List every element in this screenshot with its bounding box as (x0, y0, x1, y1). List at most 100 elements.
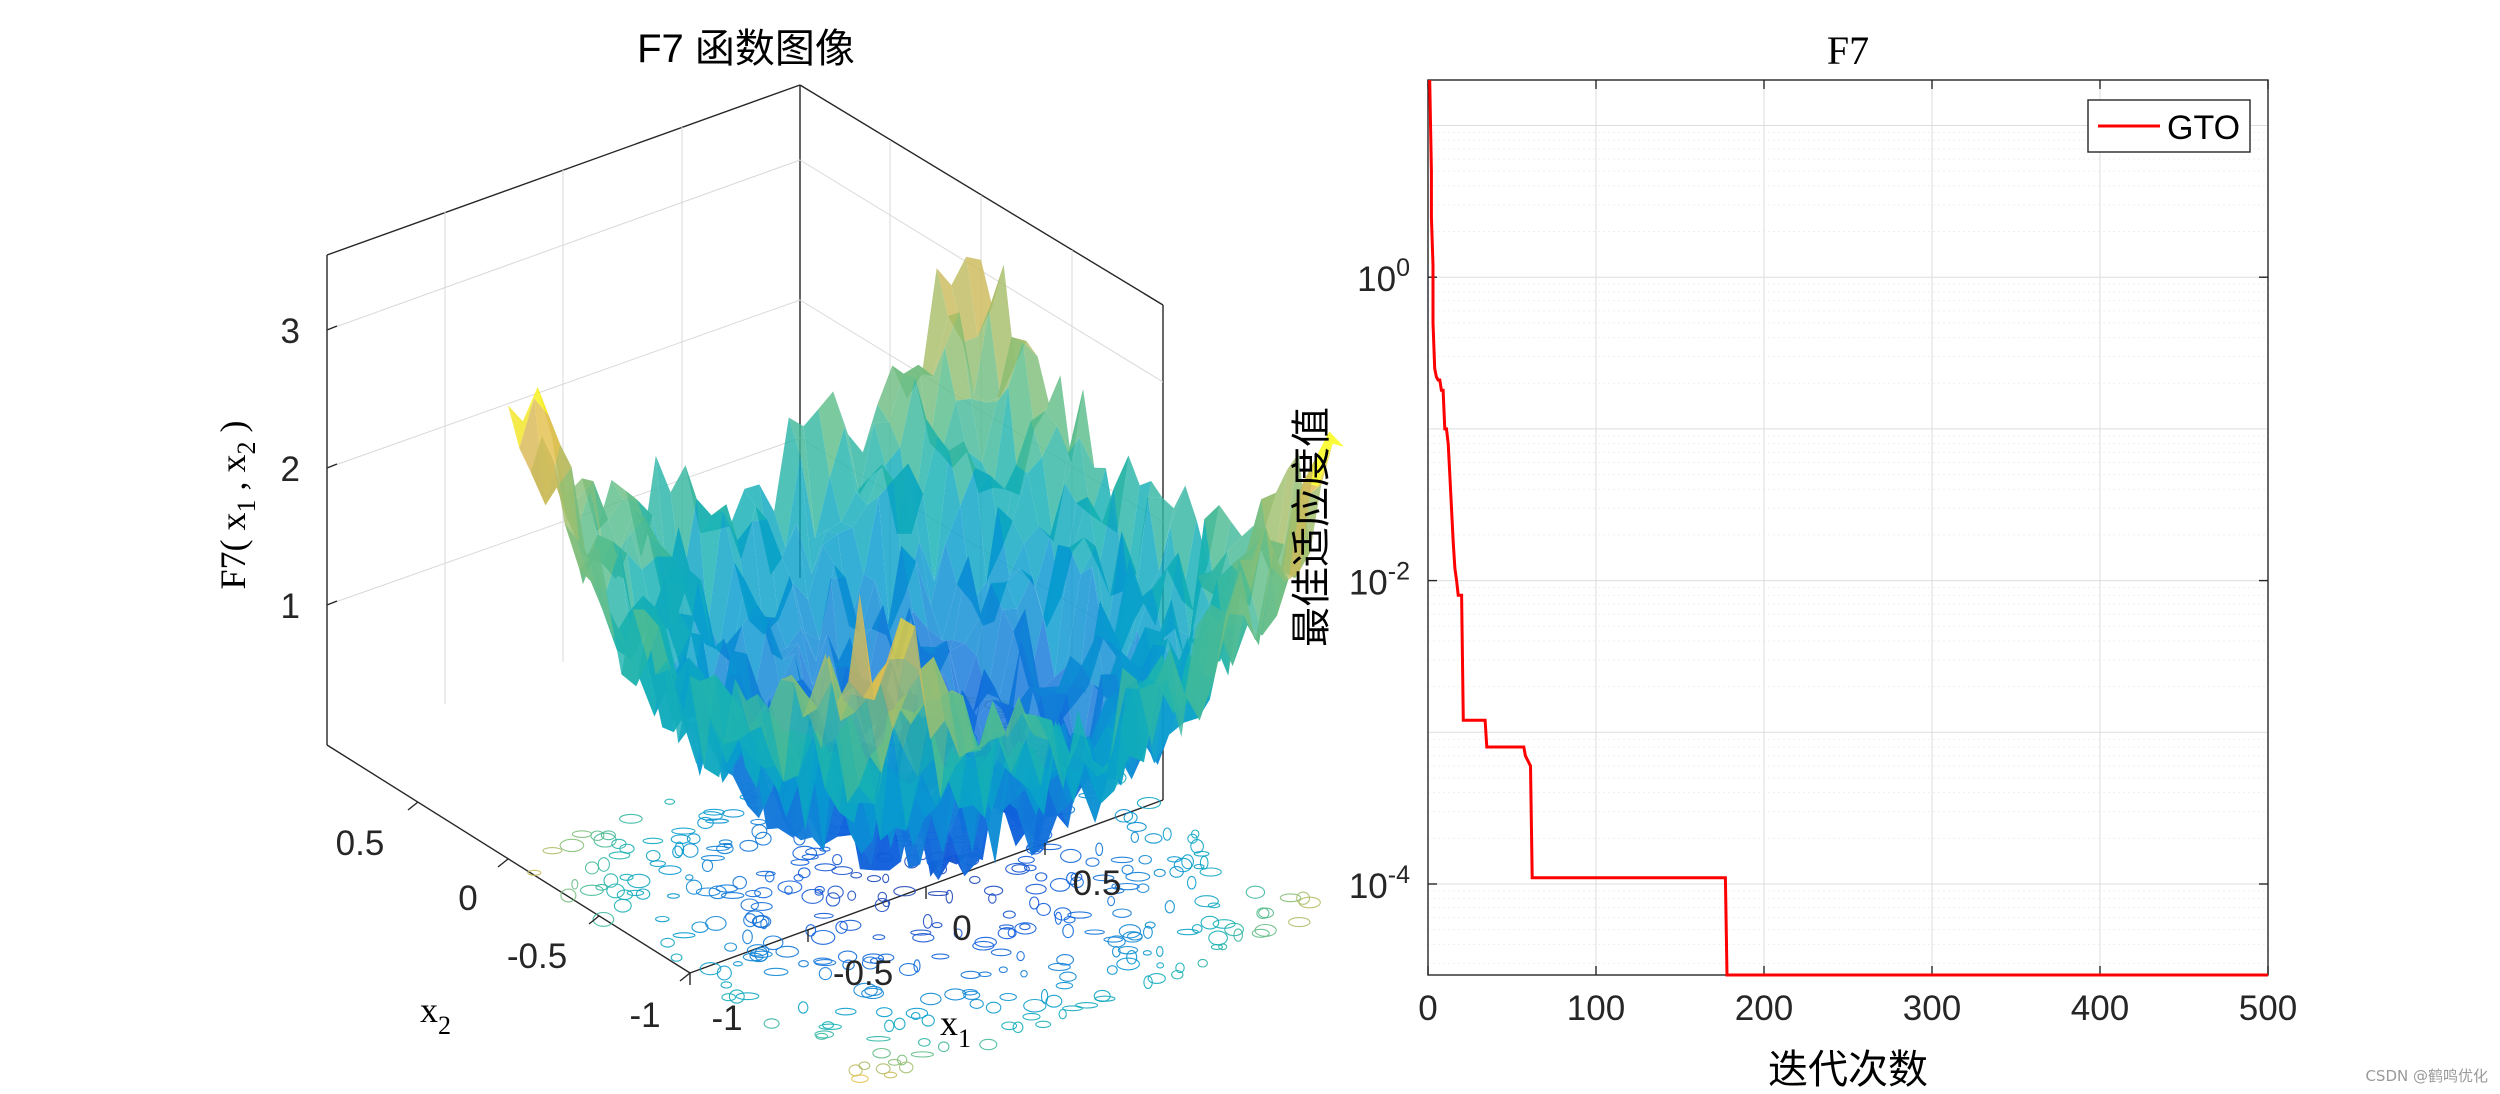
contour-loop (839, 919, 862, 931)
contour-loop (1107, 895, 1116, 907)
contour-loop (883, 1071, 898, 1079)
contour-loop (724, 942, 738, 952)
x1-tick-label-05: 0.5 (1073, 864, 1122, 903)
surface-facet (855, 699, 882, 774)
contour-loop (619, 873, 634, 881)
surface-facet (930, 542, 957, 641)
surface-facet (1055, 656, 1082, 694)
surface-facet (1099, 688, 1126, 805)
y-tick-base-1e-2: 10 (1349, 564, 1388, 603)
contour-loop (1084, 929, 1105, 935)
contour-loop (559, 838, 585, 853)
contour-loop (1070, 872, 1083, 882)
contour-loop (893, 886, 916, 897)
z-tick-label-1: 1 (281, 587, 300, 626)
surface-facet (891, 724, 918, 831)
contour-loop (920, 992, 942, 1006)
surface-facet (843, 700, 870, 787)
contour-loop (750, 950, 773, 958)
surface-facet (817, 655, 844, 709)
surface-facet (1017, 576, 1044, 687)
contour-loop (705, 915, 727, 931)
surface-facet (962, 309, 989, 395)
surface-facet (977, 700, 1004, 750)
surface-facet (826, 522, 853, 534)
contour-loop (974, 936, 997, 948)
contour-loop (732, 961, 743, 967)
contour-loop (754, 831, 772, 846)
surface-facet (896, 669, 923, 725)
contour-loop (1049, 878, 1071, 892)
x-tick-label-0: 0 (1418, 989, 1437, 1028)
surface-facet (852, 496, 879, 575)
surface-facet (999, 734, 1026, 777)
contour-loop (1187, 833, 1198, 844)
contour-loop (848, 1064, 863, 1077)
contour-loop (746, 944, 770, 957)
y-tick-label-1e-4: 10-4 (1349, 861, 1410, 906)
contour-loop (905, 1007, 929, 1019)
surface-facet (1037, 715, 1064, 790)
contour-loop (763, 1018, 780, 1029)
surface-facet (918, 656, 945, 740)
contour-loop (1117, 945, 1139, 955)
surface-facet (717, 650, 744, 726)
contour-loop (732, 875, 747, 890)
contour-loop (813, 957, 833, 965)
contour-loop (1118, 924, 1142, 939)
contour-loop (595, 883, 608, 891)
contour-loop (742, 929, 753, 945)
contour-loop (813, 912, 834, 919)
convergence-plot-area (1428, 80, 2268, 975)
surface-facet (1114, 558, 1141, 658)
surface-facet (804, 578, 831, 662)
watermark: CSDN @鹤鸣优化 (2365, 1067, 2488, 1085)
surface-facet (598, 546, 625, 642)
surface-facet (964, 583, 991, 656)
contour-loop (571, 879, 579, 890)
surface-facet (908, 463, 935, 582)
surface-facet (955, 398, 982, 463)
contour-loop (560, 888, 577, 903)
contour-loop (887, 1058, 902, 1066)
surface-facet (731, 650, 758, 750)
contour-loop (937, 1041, 950, 1053)
contour-loop (671, 827, 696, 835)
contour-loop (1258, 907, 1275, 919)
contour-loop (872, 934, 886, 941)
contour-loop (1116, 957, 1140, 971)
surface-facet (768, 679, 795, 782)
contour-loop (960, 970, 981, 980)
contour-loop (815, 1032, 829, 1040)
surface-facet (848, 593, 875, 701)
surface-facet (637, 500, 664, 604)
surface-facet (916, 561, 943, 641)
surface-facet (1232, 615, 1259, 666)
contour-loop (1164, 900, 1175, 914)
contour-loop (685, 874, 694, 881)
contour-loop (571, 830, 592, 838)
surface-facet (608, 499, 635, 550)
contour-loop (1156, 962, 1165, 969)
surface-facet (582, 534, 610, 585)
surface-facet (802, 655, 830, 718)
contour-loop (1022, 1012, 1041, 1021)
convergence-plot-panel: F7 0 100 200 300 400 500 100 10-2 10-4 迭… (1289, 28, 2297, 1092)
surface-facet (889, 617, 916, 660)
contour-loop (1171, 969, 1184, 980)
contour-loop (1111, 945, 1121, 958)
surface-facet (757, 694, 784, 782)
surface-facet (811, 530, 838, 574)
contour-loop (745, 889, 762, 898)
z-label-mid: , x (213, 454, 253, 499)
contour-loop (760, 918, 768, 930)
surface-facet (1179, 627, 1206, 665)
surface-facet (594, 547, 621, 593)
contour-loop (686, 833, 701, 845)
surface-facet (742, 604, 769, 700)
contour-loop (720, 981, 733, 989)
surface-facet (949, 441, 976, 506)
surface-tick-marks (326, 325, 1046, 985)
surface-facet (734, 678, 761, 732)
z-axis-label: F7( x1 , x2 ) (213, 420, 261, 589)
